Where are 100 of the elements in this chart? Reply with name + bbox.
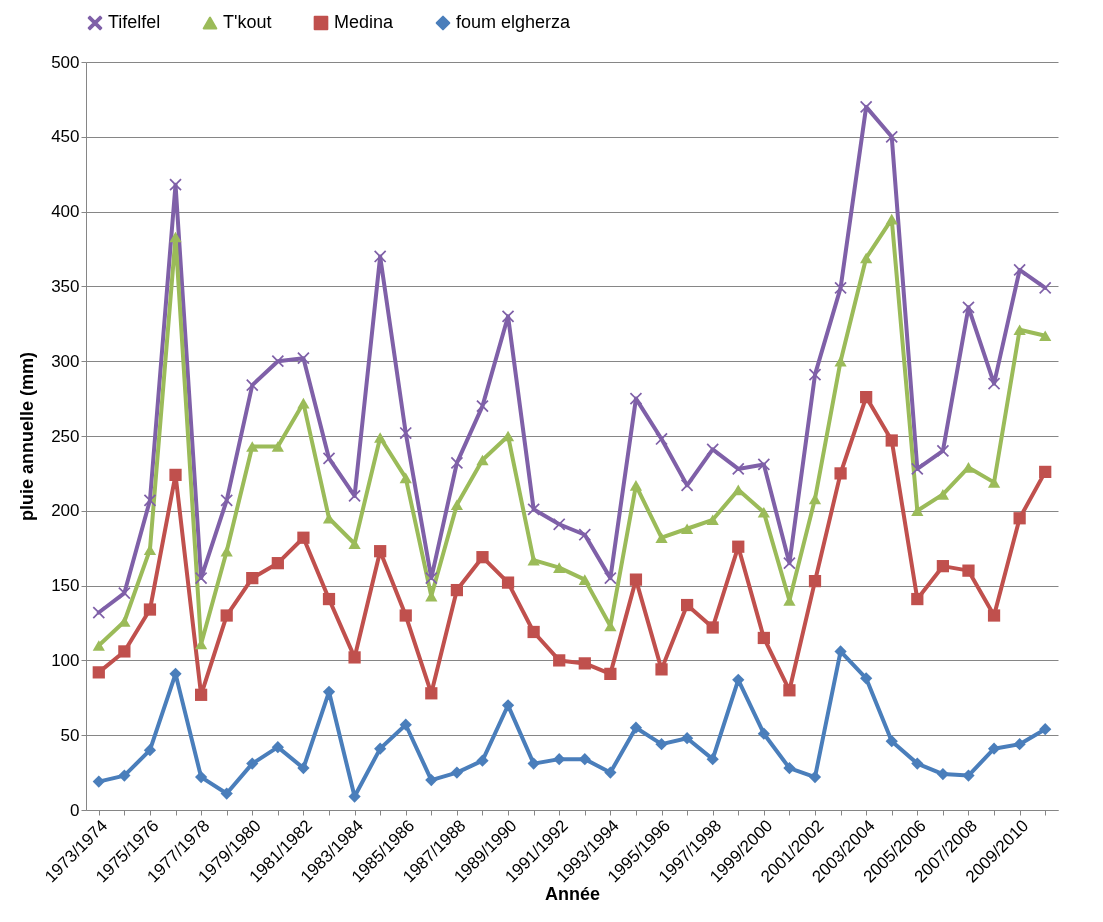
point	[706, 753, 719, 766]
point	[911, 757, 924, 770]
point	[374, 742, 387, 755]
point	[450, 583, 464, 597]
point	[1039, 281, 1052, 295]
point	[220, 494, 233, 507]
point	[808, 574, 822, 588]
point	[297, 397, 310, 409]
y-tick-label: 100	[51, 650, 80, 670]
point	[706, 621, 719, 634]
point	[143, 544, 157, 555]
point	[527, 625, 540, 639]
point	[220, 787, 233, 800]
point	[143, 603, 157, 616]
point	[808, 493, 822, 505]
point	[680, 598, 694, 612]
point	[757, 727, 770, 740]
point	[962, 564, 975, 577]
point	[757, 506, 770, 518]
point	[501, 699, 515, 712]
point	[322, 592, 336, 606]
point	[987, 609, 1001, 622]
point	[374, 545, 387, 558]
y-tick-label: 0	[70, 800, 80, 820]
point	[169, 468, 182, 482]
point	[425, 773, 438, 787]
point	[118, 645, 131, 658]
point	[936, 489, 950, 500]
point	[271, 441, 284, 452]
point	[246, 572, 259, 585]
point	[962, 301, 975, 314]
point	[92, 640, 105, 651]
legend-label: Medina	[334, 12, 395, 32]
point	[271, 355, 284, 368]
point	[425, 687, 438, 700]
legend-label: foum elgherza	[456, 12, 572, 32]
point	[885, 434, 898, 447]
point	[860, 252, 873, 264]
point	[706, 443, 719, 456]
point	[92, 666, 105, 679]
point	[297, 352, 310, 365]
point	[118, 769, 131, 782]
point	[860, 100, 873, 113]
point	[860, 672, 873, 685]
point	[757, 631, 770, 645]
point	[297, 531, 310, 544]
point	[885, 130, 898, 143]
point	[271, 741, 284, 754]
point	[169, 231, 182, 243]
point	[297, 761, 310, 775]
point	[1039, 465, 1052, 479]
point	[604, 766, 617, 779]
point	[399, 472, 412, 484]
point	[629, 721, 643, 734]
point	[450, 766, 464, 779]
point	[936, 560, 950, 573]
point	[808, 770, 822, 784]
point	[399, 718, 412, 731]
y-axis-title: pluie annuelle (mm)	[17, 351, 38, 522]
point	[578, 574, 591, 585]
y-tick-label: 400	[51, 202, 80, 222]
point	[885, 213, 898, 225]
point	[450, 456, 464, 470]
point	[476, 754, 489, 767]
point	[246, 441, 259, 452]
point	[655, 663, 668, 676]
point	[604, 667, 617, 680]
point	[501, 576, 515, 589]
point	[169, 178, 182, 191]
point	[92, 775, 105, 788]
point	[246, 757, 259, 770]
y-tick-label: 200	[51, 501, 80, 521]
point	[476, 551, 489, 564]
y-tick-label: 50	[60, 725, 80, 745]
point	[629, 573, 643, 586]
y-tick-label: 250	[51, 426, 80, 446]
point	[680, 523, 694, 535]
point	[911, 462, 924, 476]
point	[783, 761, 796, 775]
point	[1013, 738, 1026, 751]
y-tick-label: 300	[51, 351, 80, 371]
point	[655, 532, 668, 544]
y-tick-label: 150	[51, 576, 80, 596]
point	[732, 540, 745, 553]
point	[374, 432, 387, 443]
point	[1013, 512, 1026, 525]
y-tick-label: 450	[51, 127, 80, 147]
point	[629, 480, 643, 491]
point	[655, 738, 668, 751]
point	[425, 572, 438, 585]
point	[1013, 324, 1026, 336]
point	[450, 499, 464, 511]
point	[1039, 723, 1052, 736]
point	[194, 688, 208, 701]
legend-label: T'kout	[223, 12, 272, 32]
point	[936, 767, 950, 781]
point	[732, 462, 745, 476]
point	[936, 444, 950, 458]
y-tick-label: 350	[51, 276, 80, 296]
point	[476, 454, 489, 466]
